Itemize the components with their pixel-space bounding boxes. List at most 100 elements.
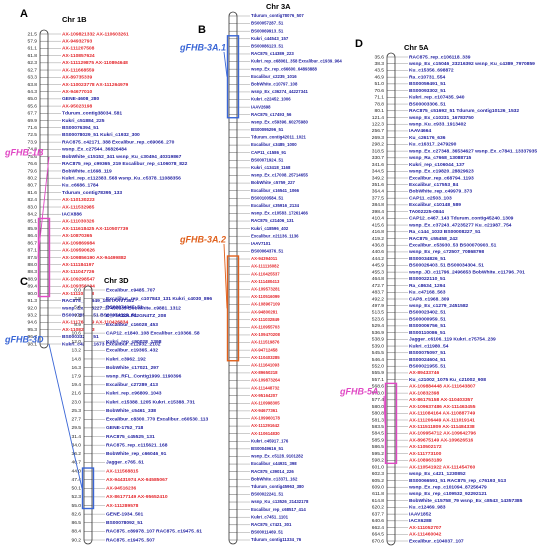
marker-name: Kukri_rep_c112383_568 wsnp_Ku_c5378_1108… — [62, 175, 181, 181]
position-label: 415.6 — [372, 222, 385, 228]
marker-name: BS00059491_51 — [409, 81, 446, 87]
marker-name: AX-109573281 — [251, 287, 281, 292]
chromosome-bar — [39, 29, 49, 349]
marker-name: BS00076394_51 — [62, 125, 99, 131]
marker-name: BobWhite_c10797_108 — [251, 81, 298, 86]
position-label: 523.6 — [372, 316, 385, 322]
position-label: 529.4 — [372, 323, 385, 329]
marker-name: AX-111116082 — [251, 264, 280, 269]
position-label: 5.6 — [74, 305, 81, 311]
marker-name: RAC875_c21406_131 — [251, 218, 294, 223]
marker-name: Excalibur_c35916_2134 — [251, 203, 300, 208]
marker-name: Excalibur_c27289_413 — [106, 382, 158, 388]
marker-name: wsnp_Ex_c5128_9101282 — [250, 454, 304, 459]
marker-name: AX-95164207 — [251, 393, 278, 398]
marker-name: BobWhite_rep_c66046_91 — [106, 451, 167, 457]
marker-name: BS00022241_51 — [251, 492, 284, 497]
marker-name: AX-89433746 — [409, 370, 439, 376]
marker-name: Ku_c16317_2479290 — [409, 142, 457, 148]
marker-name: wsnp_Ex_c17008_25714655 — [250, 173, 308, 178]
marker-name: AX-111289578 — [106, 503, 139, 509]
marker-name: Ku_c6686_1784 — [62, 183, 99, 189]
position-label: 586.5 — [372, 444, 385, 450]
position-label: 557.1 — [372, 377, 385, 383]
position-label: 121.4 — [372, 115, 385, 121]
marker-name: AX-109356194 — [62, 284, 95, 290]
position-label: 88.9 — [27, 276, 37, 282]
marker-name: RAC875_c55458_242 — [409, 236, 458, 242]
marker-name: Excalibur_c8300_770 Excalibur_c60530_113 — [106, 417, 209, 423]
position-label: 384.8 — [372, 202, 385, 208]
position-label: 8.9 — [74, 322, 81, 328]
qtl-arrow — [223, 243, 228, 309]
position-label: 122.3 — [372, 122, 385, 128]
position-label: 440.6 — [372, 249, 385, 255]
marker-name: AX-111511809 AX-111484338 — [409, 424, 475, 430]
position-label: 85.9 — [27, 226, 37, 232]
marker-name: AX-110955703 — [251, 325, 280, 330]
position-label: 44.0 — [71, 468, 81, 474]
marker-name: AX-86177149 AX-95652410 — [106, 494, 168, 500]
position-label: 80.2 — [27, 175, 37, 181]
marker-name: IACX886 — [62, 212, 82, 218]
marker-name: Excalibur_c21136_1136 — [251, 233, 299, 238]
position-label: 298.2 — [372, 142, 385, 148]
marker-name: AX-111460042 — [409, 532, 442, 538]
marker-name: Excalibur_c104037_107 — [409, 538, 464, 544]
position-label: 580.8 — [372, 411, 385, 417]
qtl-region — [37, 217, 51, 298]
marker-name: AX-111047726 — [62, 269, 95, 275]
qtl-label: gFHB-1B — [4, 147, 44, 157]
marker-name: AX-111206449 AX-111019141 — [409, 417, 475, 423]
position-label: 80.7 — [27, 183, 37, 189]
marker-name: RAC875_rep_c115621_168 — [106, 442, 168, 448]
marker-name: Kukri_c4204_1673 Excalibur_c12932_2102 — [62, 341, 161, 347]
marker-name: AX-111129875 AX-110894648 — [62, 60, 128, 66]
marker-name: AX-110130223 — [62, 197, 95, 203]
marker-name: Kukri_c45917_176 — [251, 438, 289, 443]
position-label: 86.7 — [27, 240, 37, 246]
position-label: 595.2 — [372, 451, 385, 457]
marker-name: AX-94932793 — [62, 39, 92, 45]
marker-name: BS00074945_51 — [106, 305, 143, 311]
position-label: 70.6 — [374, 88, 384, 94]
marker-name: Excalibur_c17553_84 — [409, 182, 458, 188]
marker-name: AX-110857624 — [62, 53, 95, 59]
position-label: 445.9 — [372, 263, 385, 269]
marker-name: AX-111765349 AX-110426834 — [62, 320, 128, 326]
marker-name: RAC875_c19475_507 — [106, 537, 155, 543]
panel-letter: B — [198, 24, 206, 36]
position-label: 436.8 — [372, 243, 385, 249]
position-label: 609.0 — [372, 485, 385, 491]
marker-name: BobWhite_rep_c49979_373 — [409, 189, 472, 195]
marker-name: BS00026403_51 BS00034304_51 — [409, 263, 484, 269]
marker-name: BS00049616_51 — [251, 446, 284, 451]
qtl-region — [384, 382, 398, 465]
position-label: 73.9 — [27, 139, 37, 145]
marker-name: BS00086123_51 — [251, 44, 284, 49]
marker-name: AX-111480413 — [251, 279, 280, 284]
position-label: 410.4 — [372, 216, 385, 222]
marker-name: Kukri_c13418_1168 — [251, 165, 291, 170]
position-label: 76.6 — [27, 161, 37, 167]
marker-name: CAP8_c1968_309 — [409, 296, 450, 302]
marker-name: BS00006756_51 — [409, 323, 446, 329]
marker-name: Excalibur_c16028_453 — [106, 322, 158, 328]
position-label: 12.0 — [71, 339, 81, 345]
position-label: 580.0 — [372, 404, 385, 410]
marker-name: Kukri_c44543_157 — [251, 36, 289, 41]
position-label: 75.6 — [27, 154, 37, 160]
marker-name: Ra_c144_1033 BS00008227_51 — [409, 229, 481, 235]
marker-name: AX-111030326 — [62, 219, 95, 225]
position-label: 269.3 — [372, 135, 385, 141]
marker-name: AX-111568815 — [106, 468, 139, 474]
qtl-region — [226, 255, 240, 362]
position-label: 90.0 — [27, 291, 37, 297]
marker-name: Kukri_c18596_402 — [251, 226, 289, 231]
marker-name: AX-94677010 — [62, 89, 92, 95]
marker-name: BS00078530_51 BS00074328_51 — [62, 312, 137, 318]
position-label: 545.5 — [372, 350, 385, 356]
marker-name: Jagger_c6106_119 Kukri_c75754_239 — [409, 337, 496, 343]
marker-name: BobWhite_c5759_227 — [251, 180, 296, 185]
position-label: 96.7 — [27, 334, 37, 340]
